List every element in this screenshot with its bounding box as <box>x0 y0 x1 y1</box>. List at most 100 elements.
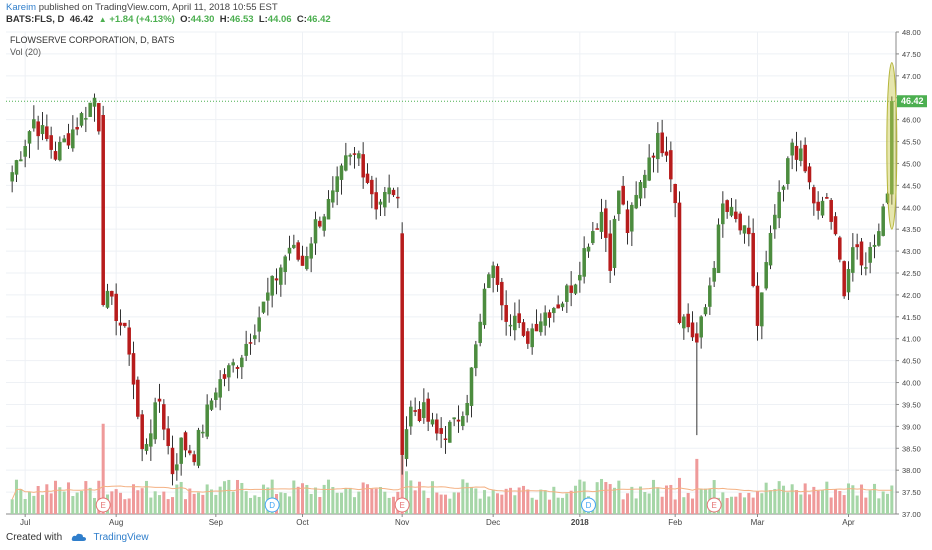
candle-body <box>166 428 170 447</box>
volume-bar <box>248 497 253 514</box>
volume-bar <box>71 496 75 514</box>
volume-bar <box>690 498 695 514</box>
volume-bar <box>452 492 456 514</box>
candle-body <box>136 379 140 417</box>
candle-body <box>738 213 742 231</box>
volume-bar <box>374 488 378 514</box>
volume-bar <box>391 496 396 514</box>
candle-body <box>92 97 97 107</box>
volume-bar <box>812 486 816 514</box>
chart-area[interactable]: 48.0047.5047.0046.5046.0045.5045.0044.50… <box>4 28 930 528</box>
publish-info: published on TradingView.com, April 11, … <box>38 2 278 13</box>
volume-bar <box>595 482 599 514</box>
candle-body <box>66 133 71 146</box>
volume-bar <box>40 494 45 514</box>
candle-body <box>851 247 855 273</box>
volume-bar <box>638 486 643 514</box>
price-tick-label: 37.00 <box>902 510 921 519</box>
candle-body <box>855 244 859 248</box>
volume-bar <box>868 490 872 514</box>
volume-bar <box>634 498 638 514</box>
candle-body <box>708 285 712 307</box>
candle-body <box>747 227 751 235</box>
volume-bar <box>673 499 677 514</box>
candle-body <box>599 211 604 232</box>
volume-bar <box>794 490 799 514</box>
volume-bar <box>318 496 322 514</box>
volume-bar <box>75 492 79 514</box>
volume-bar <box>205 484 209 514</box>
candle-body <box>790 142 794 156</box>
volume-bar <box>283 493 287 514</box>
candle-body <box>807 166 812 183</box>
volume-bar <box>786 492 790 514</box>
price-tick-label: 44.50 <box>902 181 921 190</box>
price-tick-label: 47.00 <box>902 72 921 81</box>
candle-body <box>612 218 617 268</box>
volume-bar <box>426 497 430 514</box>
volume-bar <box>729 496 734 514</box>
price-tick-label: 45.50 <box>902 138 921 147</box>
candle-body <box>751 232 755 287</box>
candle-body <box>409 406 413 427</box>
candle-body <box>786 158 790 184</box>
volume-bar <box>842 495 846 514</box>
candle-body <box>192 454 196 463</box>
volume-bar <box>101 423 105 514</box>
tradingview-brand[interactable]: TradingView <box>93 532 149 543</box>
candle-body <box>391 189 396 196</box>
candle-body <box>279 267 283 285</box>
candle-body <box>591 231 595 244</box>
price-tick-label: 43.00 <box>902 247 921 256</box>
candle-body <box>196 429 201 466</box>
volume-bar <box>10 499 14 514</box>
candle-body <box>630 204 634 232</box>
volume-bars <box>10 423 894 514</box>
candle-body <box>157 398 162 402</box>
candle-body <box>14 160 19 175</box>
volume-bar <box>547 499 552 514</box>
volume-bar <box>734 496 738 514</box>
candle-body <box>45 126 49 139</box>
publish-header: Kareim published on TradingView.com, Apr… <box>0 0 932 28</box>
candle-body <box>656 132 660 160</box>
volume-bar <box>214 494 218 514</box>
volume-bar <box>539 489 543 514</box>
volume-bar <box>365 484 370 514</box>
volume-bar <box>49 493 53 514</box>
volume-bar <box>110 491 114 514</box>
candle-body <box>175 464 179 471</box>
candle-body <box>149 433 153 447</box>
author-link[interactable]: Kareim <box>6 2 37 13</box>
candle-body <box>40 125 45 135</box>
candle-body <box>569 285 573 293</box>
publish-line: Kareim published on TradingView.com, Apr… <box>6 2 278 13</box>
candle-body <box>608 233 612 271</box>
volume-bar <box>357 491 361 514</box>
candle-body <box>799 148 803 161</box>
volume-bar <box>699 489 703 514</box>
volume-bar <box>513 495 517 514</box>
candle-body <box>209 400 214 410</box>
candle-body <box>690 322 695 338</box>
volume-bar <box>439 494 443 514</box>
volume-bar <box>58 487 62 514</box>
volume-bar <box>859 484 864 514</box>
volume-ma-line <box>11 485 892 500</box>
time-tick-label: Feb <box>668 518 682 527</box>
volume-bar <box>84 481 88 514</box>
candle-body <box>253 335 257 340</box>
volume-bar <box>612 487 617 514</box>
price-tick-label: 44.00 <box>902 203 921 212</box>
earnings-marker <box>394 497 410 513</box>
change-text: +1.84 (+4.13%) <box>109 14 175 25</box>
volume-bar <box>123 499 127 514</box>
volume-bar <box>643 492 647 514</box>
price-tick-label: 41.50 <box>902 313 921 322</box>
volume-bar <box>851 485 855 514</box>
candle-body <box>712 267 716 282</box>
volume-bar <box>855 495 859 514</box>
candle-body <box>79 113 84 126</box>
price-chart[interactable]: 48.0047.5047.0046.5046.0045.5045.0044.50… <box>4 28 930 528</box>
